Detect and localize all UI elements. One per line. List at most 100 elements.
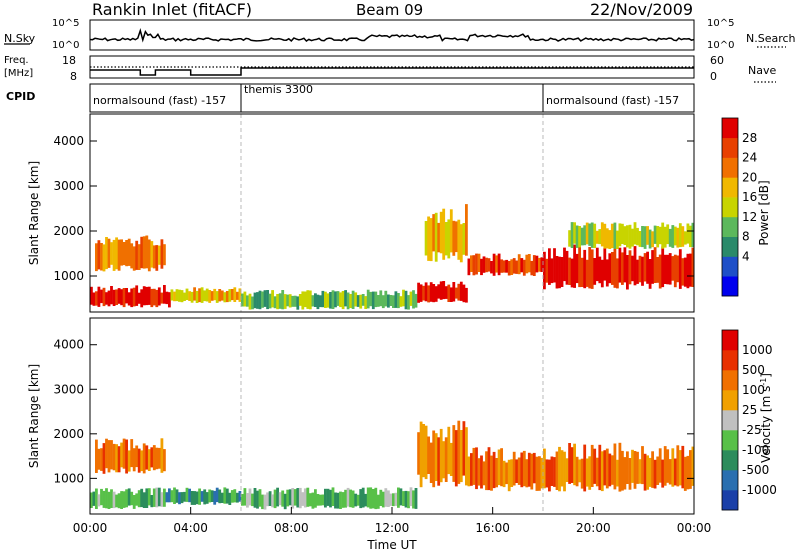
echo-cell	[633, 451, 637, 489]
echo-cell	[213, 288, 217, 301]
echo-cell	[671, 448, 675, 487]
nave-tick-bottom: 0	[710, 70, 717, 83]
echo-cell	[354, 292, 358, 307]
echo-cell	[175, 289, 179, 302]
echo-cell	[512, 258, 516, 274]
echo-cell	[608, 453, 612, 487]
echo-cell	[356, 295, 360, 307]
echo-cell	[452, 425, 456, 482]
echo-band	[241, 289, 418, 310]
cpid-label: CPID	[6, 90, 35, 103]
echo-cell	[298, 294, 302, 306]
echo-cell	[326, 293, 330, 308]
echo-cell	[152, 245, 156, 269]
echo-cell	[152, 488, 156, 507]
echo-cell	[495, 255, 498, 273]
echo-cell	[140, 236, 144, 269]
echo-cell	[122, 242, 126, 266]
echo-cell	[598, 444, 602, 491]
echo-cell	[447, 426, 451, 475]
echo-cell	[127, 292, 131, 306]
echo-cell	[502, 260, 506, 273]
echo-cell	[120, 239, 123, 266]
cpid-segment-label: normalsound (fast) -157	[546, 94, 679, 107]
echo-cell	[150, 447, 154, 468]
echo-cell	[170, 490, 174, 503]
echo-cell	[157, 447, 161, 469]
echo-cell	[394, 291, 398, 308]
echo-cell	[366, 487, 370, 508]
echo-cell	[626, 255, 629, 290]
echo-cell	[641, 446, 644, 485]
echo-cell	[228, 289, 232, 302]
velocity-y-axis-label: Slant Range [km]	[27, 364, 41, 468]
echo-cell	[160, 239, 164, 269]
colorbar-swatch	[722, 256, 738, 277]
echo-cell	[608, 230, 612, 249]
echo-cell	[558, 256, 561, 289]
echo-cell	[434, 286, 438, 302]
echo-cell	[610, 223, 614, 249]
echo-cell	[115, 494, 118, 508]
echo-cell	[306, 487, 310, 507]
echo-cell	[641, 256, 644, 286]
echo-cell	[125, 288, 128, 304]
echo-cell	[271, 290, 274, 308]
echo-cell	[656, 456, 660, 485]
echo-cell	[628, 458, 632, 490]
echo-cell	[147, 449, 151, 471]
echo-cell	[540, 257, 544, 272]
x-tick-label: 20:00	[576, 521, 611, 535]
echo-cell	[314, 489, 317, 508]
echo-cell	[210, 490, 214, 502]
echo-cell	[339, 292, 342, 308]
echo-cell	[447, 219, 451, 259]
echo-cell	[575, 253, 579, 284]
echo-cell	[666, 224, 670, 245]
echo-cell	[97, 448, 101, 470]
echo-cell	[422, 285, 425, 301]
echo-cell	[563, 451, 566, 492]
echo-cell	[507, 261, 511, 276]
echo-cell	[532, 255, 536, 276]
colorbar-swatch	[722, 350, 738, 371]
echo-cell	[467, 258, 471, 276]
echo-cell	[429, 218, 433, 262]
echo-cell	[643, 226, 647, 249]
echo-cell	[243, 488, 247, 506]
echo-cell	[364, 296, 368, 309]
colorbar-tick-label: 100	[742, 383, 765, 397]
echo-cell	[676, 255, 680, 283]
echo-cell	[225, 488, 229, 504]
echo-cell	[268, 293, 272, 309]
echo-cell	[631, 255, 634, 282]
echo-cell	[495, 458, 498, 488]
echo-cell	[105, 438, 108, 469]
echo-cell	[646, 251, 649, 284]
echo-cell	[160, 292, 164, 304]
echo-cell	[246, 493, 249, 508]
nsearch-label: N.Search	[746, 32, 796, 45]
echo-cell	[407, 491, 410, 509]
echo-cell	[588, 456, 592, 490]
echo-cell	[412, 490, 415, 509]
echo-cell	[208, 290, 212, 303]
echo-cell	[256, 292, 259, 309]
echo-cell	[293, 295, 297, 307]
echo-cell	[434, 433, 438, 481]
echo-cell	[147, 488, 151, 506]
colorbar-swatch	[722, 137, 738, 158]
echo-cell	[439, 281, 443, 300]
echo-cell	[600, 451, 604, 492]
echo-cell	[200, 287, 204, 303]
echo-cell	[152, 288, 156, 306]
echo-cell	[387, 490, 390, 507]
echo-cell	[195, 290, 199, 303]
colorbar-swatch	[722, 370, 738, 391]
echo-cell	[100, 448, 103, 471]
echo-cell	[525, 254, 529, 274]
echo-cell	[616, 230, 619, 249]
echo-cell	[452, 220, 456, 256]
echo-cell	[621, 252, 624, 285]
nsky-panel: N.Sky 10^5 10^0 10^5 10^0 N.Search	[4, 18, 796, 51]
